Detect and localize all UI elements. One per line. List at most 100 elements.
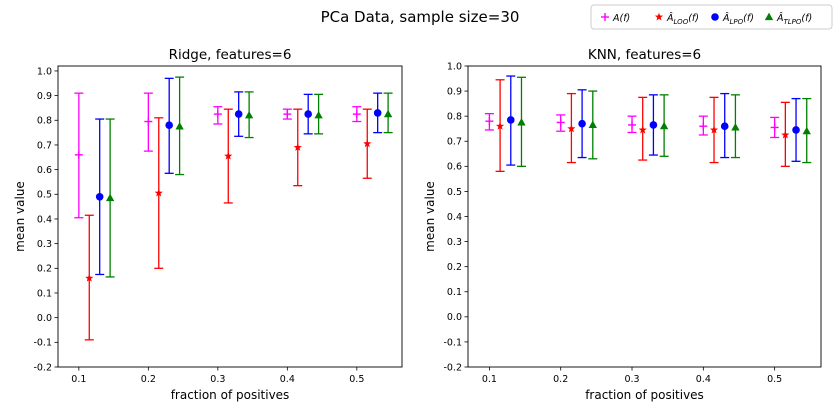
y-tick-label: 0.6 [447,162,462,173]
y-tick-label: 0.9 [447,86,462,97]
data-point-plus-marker [556,118,565,127]
y-tick-label: 1.0 [447,61,462,72]
x-tick-label: 0.1 [482,374,497,385]
x-tick-label: 0.5 [767,374,782,385]
data-point-circle-marker [649,121,658,129]
series-star [495,79,790,173]
y-tick-label: 0.6 [37,165,52,176]
y-tick-label: -0.1 [33,338,52,349]
data-point-triangle-marker [659,121,669,130]
y-tick-label: -0.2 [33,362,52,373]
data-point-triangle-marker [588,120,597,129]
y-axis-label: mean value [423,181,437,252]
y-tick-label: 0.2 [447,262,462,273]
data-point-circle-marker [304,110,312,118]
data-point-triangle-marker [244,110,254,119]
legend: A(f) ÂLOO(f) ÂLPO(f) ÂTLPO(f) [590,4,833,30]
y-tick-label: 0.4 [447,212,462,223]
data-point-triangle-marker [383,109,393,118]
series-triangle [105,76,393,278]
legend-star-marker [654,12,664,21]
legend-plus-marker [601,13,609,21]
y-tick-label: 0.1 [447,287,462,298]
x-tick-label: 0.1 [71,374,86,385]
data-point-star-marker [154,188,163,197]
y-tick-label: 1.0 [37,66,52,77]
data-point-star-marker [224,151,233,160]
ridge-panel: Ridge, features=6 -0.2 -0.1 0.0 0.1 0.2 0.3 0.4… [13,47,403,402]
data-point-plus-marker [283,110,292,119]
x-tick-label: 0.2 [141,374,156,385]
y-tick-label: 0.9 [37,91,52,102]
y-tick-label: 0.0 [447,312,462,323]
y-tick-label: 0.4 [37,214,52,225]
y-tick-label: 0.5 [37,190,52,201]
data-point-star-marker [781,130,790,139]
series-triangle [516,76,812,167]
x-tick-label: 0.2 [553,374,568,385]
data-point-triangle-marker [731,123,740,131]
x-tick-label: 0.4 [696,374,711,385]
y-tick-label: 0.3 [447,237,462,248]
x-axis-label: fraction of positives [585,388,704,402]
axes-frame [57,65,403,368]
y-tick-label: 0.2 [37,264,52,275]
legend-entry-label: ÂLOO(f) [666,12,699,26]
y-axis-label: mean value [13,181,27,252]
legend-entry-label: ÂTLPO(f) [776,12,812,26]
x-axis-label: fraction of positives [171,388,290,402]
data-point-circle-marker [720,122,729,130]
series-plus [74,92,362,219]
x-tick-label: 0.5 [349,374,364,385]
y-tick-label: 0.7 [37,140,52,151]
data-point-circle-marker [792,126,800,134]
data-point-star-marker [709,125,719,134]
data-point-plus-marker [628,120,637,129]
data-point-plus-marker [485,117,494,126]
data-point-star-marker [496,121,505,130]
data-point-triangle-marker [175,122,184,130]
data-point-circle-marker [578,119,586,128]
data-point-star-marker [567,124,576,133]
x-tick-label: 0.3 [624,374,639,385]
legend-entry-label: A(f) [612,13,630,24]
panel-title: KNN, features=6 [588,47,701,63]
y-tick-label: 0.8 [447,112,462,123]
series-circle [506,75,801,166]
series-star [84,108,372,341]
data-point-triangle-marker [314,110,323,119]
series-plus [484,113,780,139]
data-point-circle-marker [165,121,173,130]
x-tick-label: 0.4 [280,374,295,385]
data-point-plus-marker [74,150,83,159]
y-tick-label: 0.3 [37,239,52,250]
y-tick-label: -0.2 [443,362,462,373]
series-circle [95,77,383,276]
data-point-circle-marker [373,109,382,117]
data-point-plus-marker [213,110,222,119]
data-point-plus-marker [699,122,708,131]
legend-entry-label: ÂLPO(f) [722,12,754,26]
y-tick-label: -0.1 [443,337,462,348]
data-point-circle-marker [234,110,243,118]
data-point-star-marker [85,273,94,282]
data-point-circle-marker [95,192,104,201]
y-tick-label: 0.8 [37,116,52,127]
y-tick-label: 0.0 [37,313,52,324]
knn-panel: KNN, features=6 -0.2 -0.1 0.0 0.1 0.2 0.3 0.4 0.… [423,47,822,402]
data-point-plus-marker [770,123,779,132]
y-tick-label: 0.7 [447,137,462,148]
data-point-circle-marker [506,116,515,124]
data-point-triangle-marker [105,193,115,202]
data-point-triangle-marker [517,118,526,126]
y-tick-label: 0.5 [447,187,462,198]
figure-suptitle: PCa Data, sample size=30 [321,8,520,26]
data-point-triangle-marker [802,126,811,135]
data-point-plus-marker [144,117,153,126]
data-point-plus-marker [352,110,361,119]
data-point-star-marker [638,125,647,134]
panel-title: Ridge, features=6 [169,47,292,63]
y-tick-label: 0.1 [37,288,52,299]
x-tick-label: 0.3 [210,374,225,385]
